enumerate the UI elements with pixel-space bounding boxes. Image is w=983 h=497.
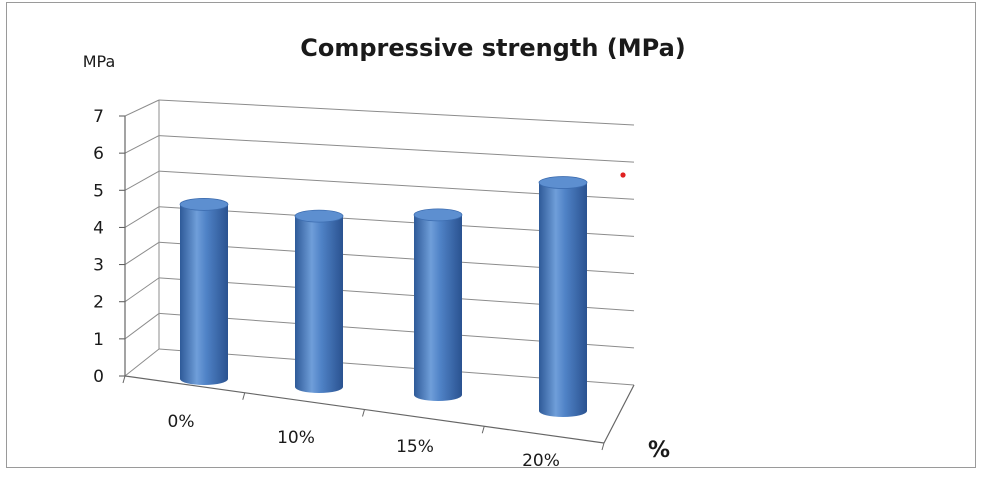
x-tick-label: 20% xyxy=(522,451,560,469)
gridline-wall xyxy=(124,99,160,117)
y-tick-labels: 0 1 2 3 4 5 6 7 xyxy=(93,107,104,387)
axes xyxy=(119,100,635,451)
x-axis-label: % xyxy=(648,438,670,463)
chart-frame: Compressive strength (MPa) MPa % 0 1 2 3 4 5 6… xyxy=(6,2,976,469)
gridline-wall xyxy=(124,241,160,265)
y-tick-label: 7 xyxy=(93,107,104,127)
x-tick-label: 0% xyxy=(168,412,195,432)
bars xyxy=(179,176,588,417)
gridline-wall xyxy=(124,206,160,228)
gridline xyxy=(158,99,635,126)
y-tick-label: 2 xyxy=(93,293,104,313)
bar-body xyxy=(539,182,587,417)
y-tick-label: 6 xyxy=(93,144,104,164)
x-tick-label: 10% xyxy=(277,428,315,448)
gridline-wall xyxy=(124,170,160,191)
bar-20% xyxy=(538,176,588,417)
chart-title: Compressive strength (MPa) xyxy=(300,34,686,62)
bar-top xyxy=(413,208,463,222)
y-tick-label: 0 xyxy=(93,367,104,387)
y-tick-label: 5 xyxy=(93,181,104,201)
y-axis-label: MPa xyxy=(83,52,116,71)
bar-0% xyxy=(179,198,229,385)
gridline-wall xyxy=(124,135,160,154)
y-tick-label: 4 xyxy=(93,218,104,238)
x-tick-mark xyxy=(601,442,605,451)
y-tick-label: 1 xyxy=(93,330,104,350)
bar-15% xyxy=(413,208,463,401)
stray-marker xyxy=(620,172,626,178)
x-tick-mark xyxy=(481,426,485,434)
bar-body xyxy=(414,214,462,401)
bar-body xyxy=(295,216,343,393)
gridline-wall xyxy=(124,313,160,340)
bar-top xyxy=(538,176,588,189)
bar-top xyxy=(179,198,229,211)
bar-10% xyxy=(294,209,344,393)
x-tick-label: 15% xyxy=(396,437,434,457)
y-tick-label: 3 xyxy=(93,256,104,276)
x-tick-mark xyxy=(122,375,126,384)
x-tick-labels: 0% 10% 15% 20% xyxy=(168,412,560,469)
bar-body xyxy=(180,204,228,385)
gridline-wall xyxy=(124,348,160,377)
bar-top xyxy=(294,209,344,223)
gridline xyxy=(158,135,635,163)
floor-right-edge xyxy=(603,384,635,444)
x-tick-mark xyxy=(362,409,365,417)
gridline-wall xyxy=(124,277,160,303)
chart-canvas: Compressive strength (MPa) MPa % 0 1 2 3 4 5 6… xyxy=(83,34,686,469)
x-tick-mark xyxy=(242,392,246,400)
